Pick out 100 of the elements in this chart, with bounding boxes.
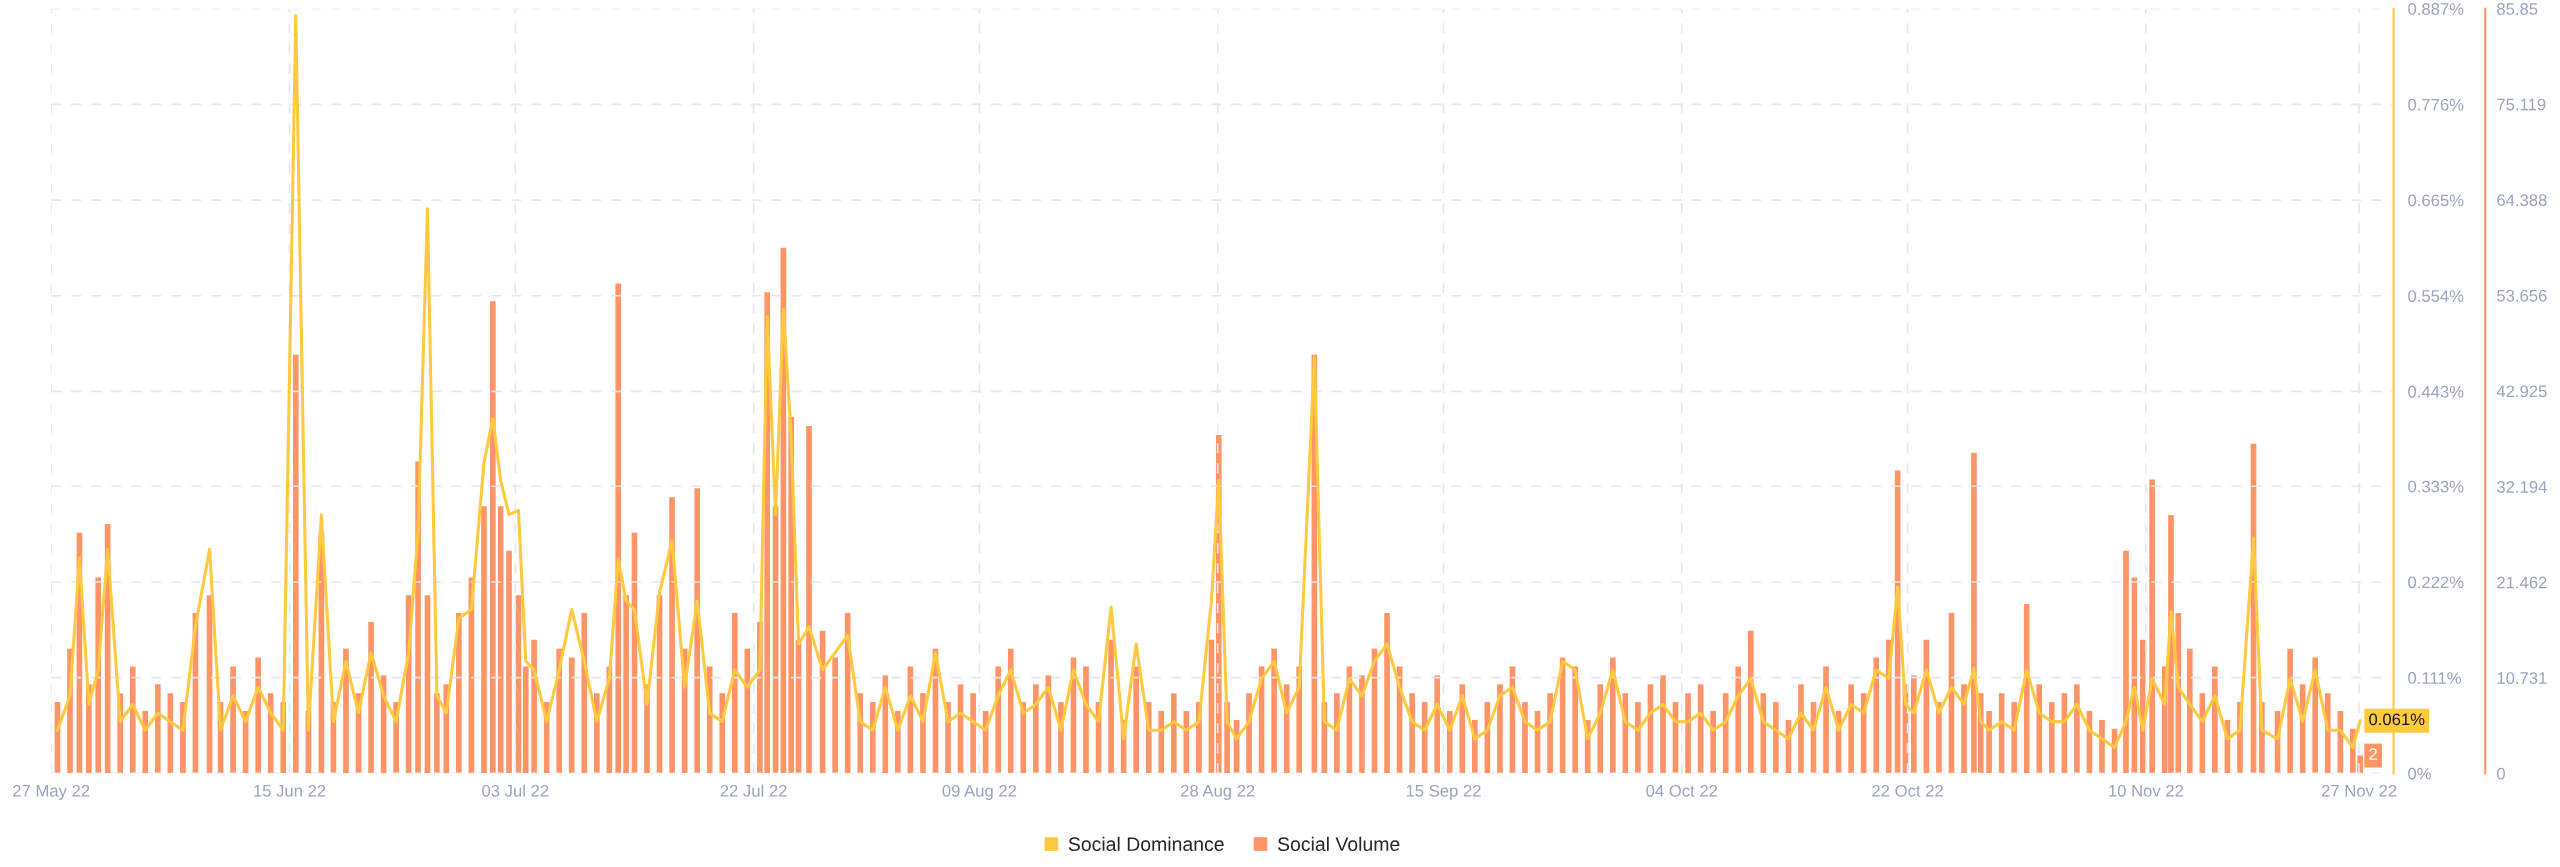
bar: [1108, 639, 1114, 774]
data-label: 0.061%: [2369, 713, 2425, 726]
legend-label: Social Volume: [1277, 836, 1400, 852]
bar: [2123, 550, 2129, 774]
bar: [154, 684, 161, 774]
bar: [1434, 675, 1441, 774]
bar: [292, 354, 299, 774]
bar: [806, 425, 812, 774]
x-tick-label: 03 Jul 22: [482, 784, 549, 797]
bar: [1798, 684, 1804, 774]
bar: [1497, 684, 1503, 774]
bar: [1334, 693, 1340, 774]
bar: [1735, 666, 1742, 774]
bar: [669, 497, 675, 774]
bar: [1747, 630, 1754, 774]
y-tick-label: 0%: [2408, 767, 2431, 780]
bar: [1597, 684, 1604, 774]
bar: [694, 488, 700, 774]
y2-tick-label: 42.925: [2496, 385, 2547, 398]
bar: [2212, 666, 2218, 774]
bar: [1986, 711, 1992, 774]
bar: [2149, 479, 2155, 774]
bar: [1572, 666, 1578, 774]
bar: [1773, 702, 1779, 774]
y2-tick-label: 10.731: [2497, 672, 2547, 684]
bar: [623, 595, 629, 774]
bar: [1609, 657, 1616, 774]
y-tick-label: 0.887%: [2408, 3, 2464, 15]
bar: [1660, 675, 1666, 774]
bar: [255, 657, 261, 774]
bar: [995, 666, 1002, 774]
bar: [2199, 693, 2206, 774]
y-tick-label: 0.443%: [2408, 385, 2464, 398]
legend-label: Social Dominance: [1068, 836, 1224, 852]
bar: [1823, 666, 1829, 774]
bar: [2048, 702, 2055, 774]
y2-tick-label: 32.194: [2497, 481, 2547, 493]
bar: [1283, 684, 1290, 774]
bar: [1359, 675, 1365, 774]
bar: [1020, 702, 1027, 774]
bar: [456, 613, 462, 774]
bar: [1083, 666, 1089, 774]
bar: [506, 550, 512, 774]
bar: [267, 693, 274, 774]
bar: [1133, 666, 1139, 774]
bar: [1873, 657, 1880, 774]
bar: [568, 657, 575, 774]
data-label: 2: [2369, 748, 2377, 760]
bar: [2186, 648, 2193, 774]
bar: [1635, 702, 1641, 774]
bar: [2074, 684, 2080, 774]
bar: [1722, 693, 1729, 774]
y-tick-label: 0.554%: [2408, 290, 2464, 302]
bar: [1158, 711, 1165, 774]
x-tick-label: 04 Oct 22: [1646, 784, 1718, 797]
y-tick-label: 0.222%: [2408, 576, 2464, 589]
bar: [1760, 693, 1767, 774]
bar: [531, 639, 537, 774]
bar: [142, 711, 149, 774]
bar: [1522, 702, 1528, 774]
bar: [2036, 684, 2043, 774]
bar: [1033, 684, 1039, 774]
bar: [2099, 719, 2105, 774]
x-tick-label: 15 Sep 22: [1406, 784, 1481, 801]
bar: [129, 666, 136, 774]
x-tick-label: 27 May 22: [13, 784, 90, 801]
bar: [1384, 613, 1390, 774]
x-tick-label: 10 Nov 22: [2109, 784, 2184, 797]
bar: [832, 657, 838, 774]
y2-tick-label: 64.388: [2497, 194, 2547, 207]
y-tick-label: 0.665%: [2408, 194, 2464, 207]
bar: [343, 648, 349, 774]
bar: [522, 666, 529, 774]
bar: [1848, 684, 1854, 774]
bar: [731, 613, 738, 774]
y2-tick-label: 85.85: [2497, 3, 2538, 15]
bar: [1409, 693, 1415, 774]
bar: [1685, 693, 1691, 774]
x-tick-label: 09 Aug 22: [942, 784, 1017, 801]
y-tick-label: 0.333%: [2408, 480, 2464, 493]
bar: [1271, 648, 1277, 774]
x-tick-label: 15 Jun 22: [254, 784, 326, 797]
bar: [2023, 604, 2030, 774]
bar: [434, 693, 440, 774]
y2-tick-label: 21.462: [2497, 576, 2547, 589]
bar: [1911, 675, 1917, 774]
y-tick-label: 0.776%: [2408, 98, 2464, 111]
bar: [1961, 684, 1967, 774]
y2-tick-label: 75.119: [2497, 98, 2546, 111]
y2-tick-label: 53.656: [2497, 289, 2547, 302]
bar: [1246, 693, 1252, 774]
bar: [230, 666, 236, 774]
line-series: [55, 14, 2362, 750]
bar: [844, 613, 851, 774]
bar: [1170, 693, 1177, 774]
bar: [2337, 711, 2344, 774]
bar: [615, 283, 622, 774]
x-tick-label: 22 Oct 22: [1872, 784, 1943, 797]
bar: [970, 693, 976, 774]
x-tick-label: 27 Nov 22: [2321, 784, 2397, 797]
